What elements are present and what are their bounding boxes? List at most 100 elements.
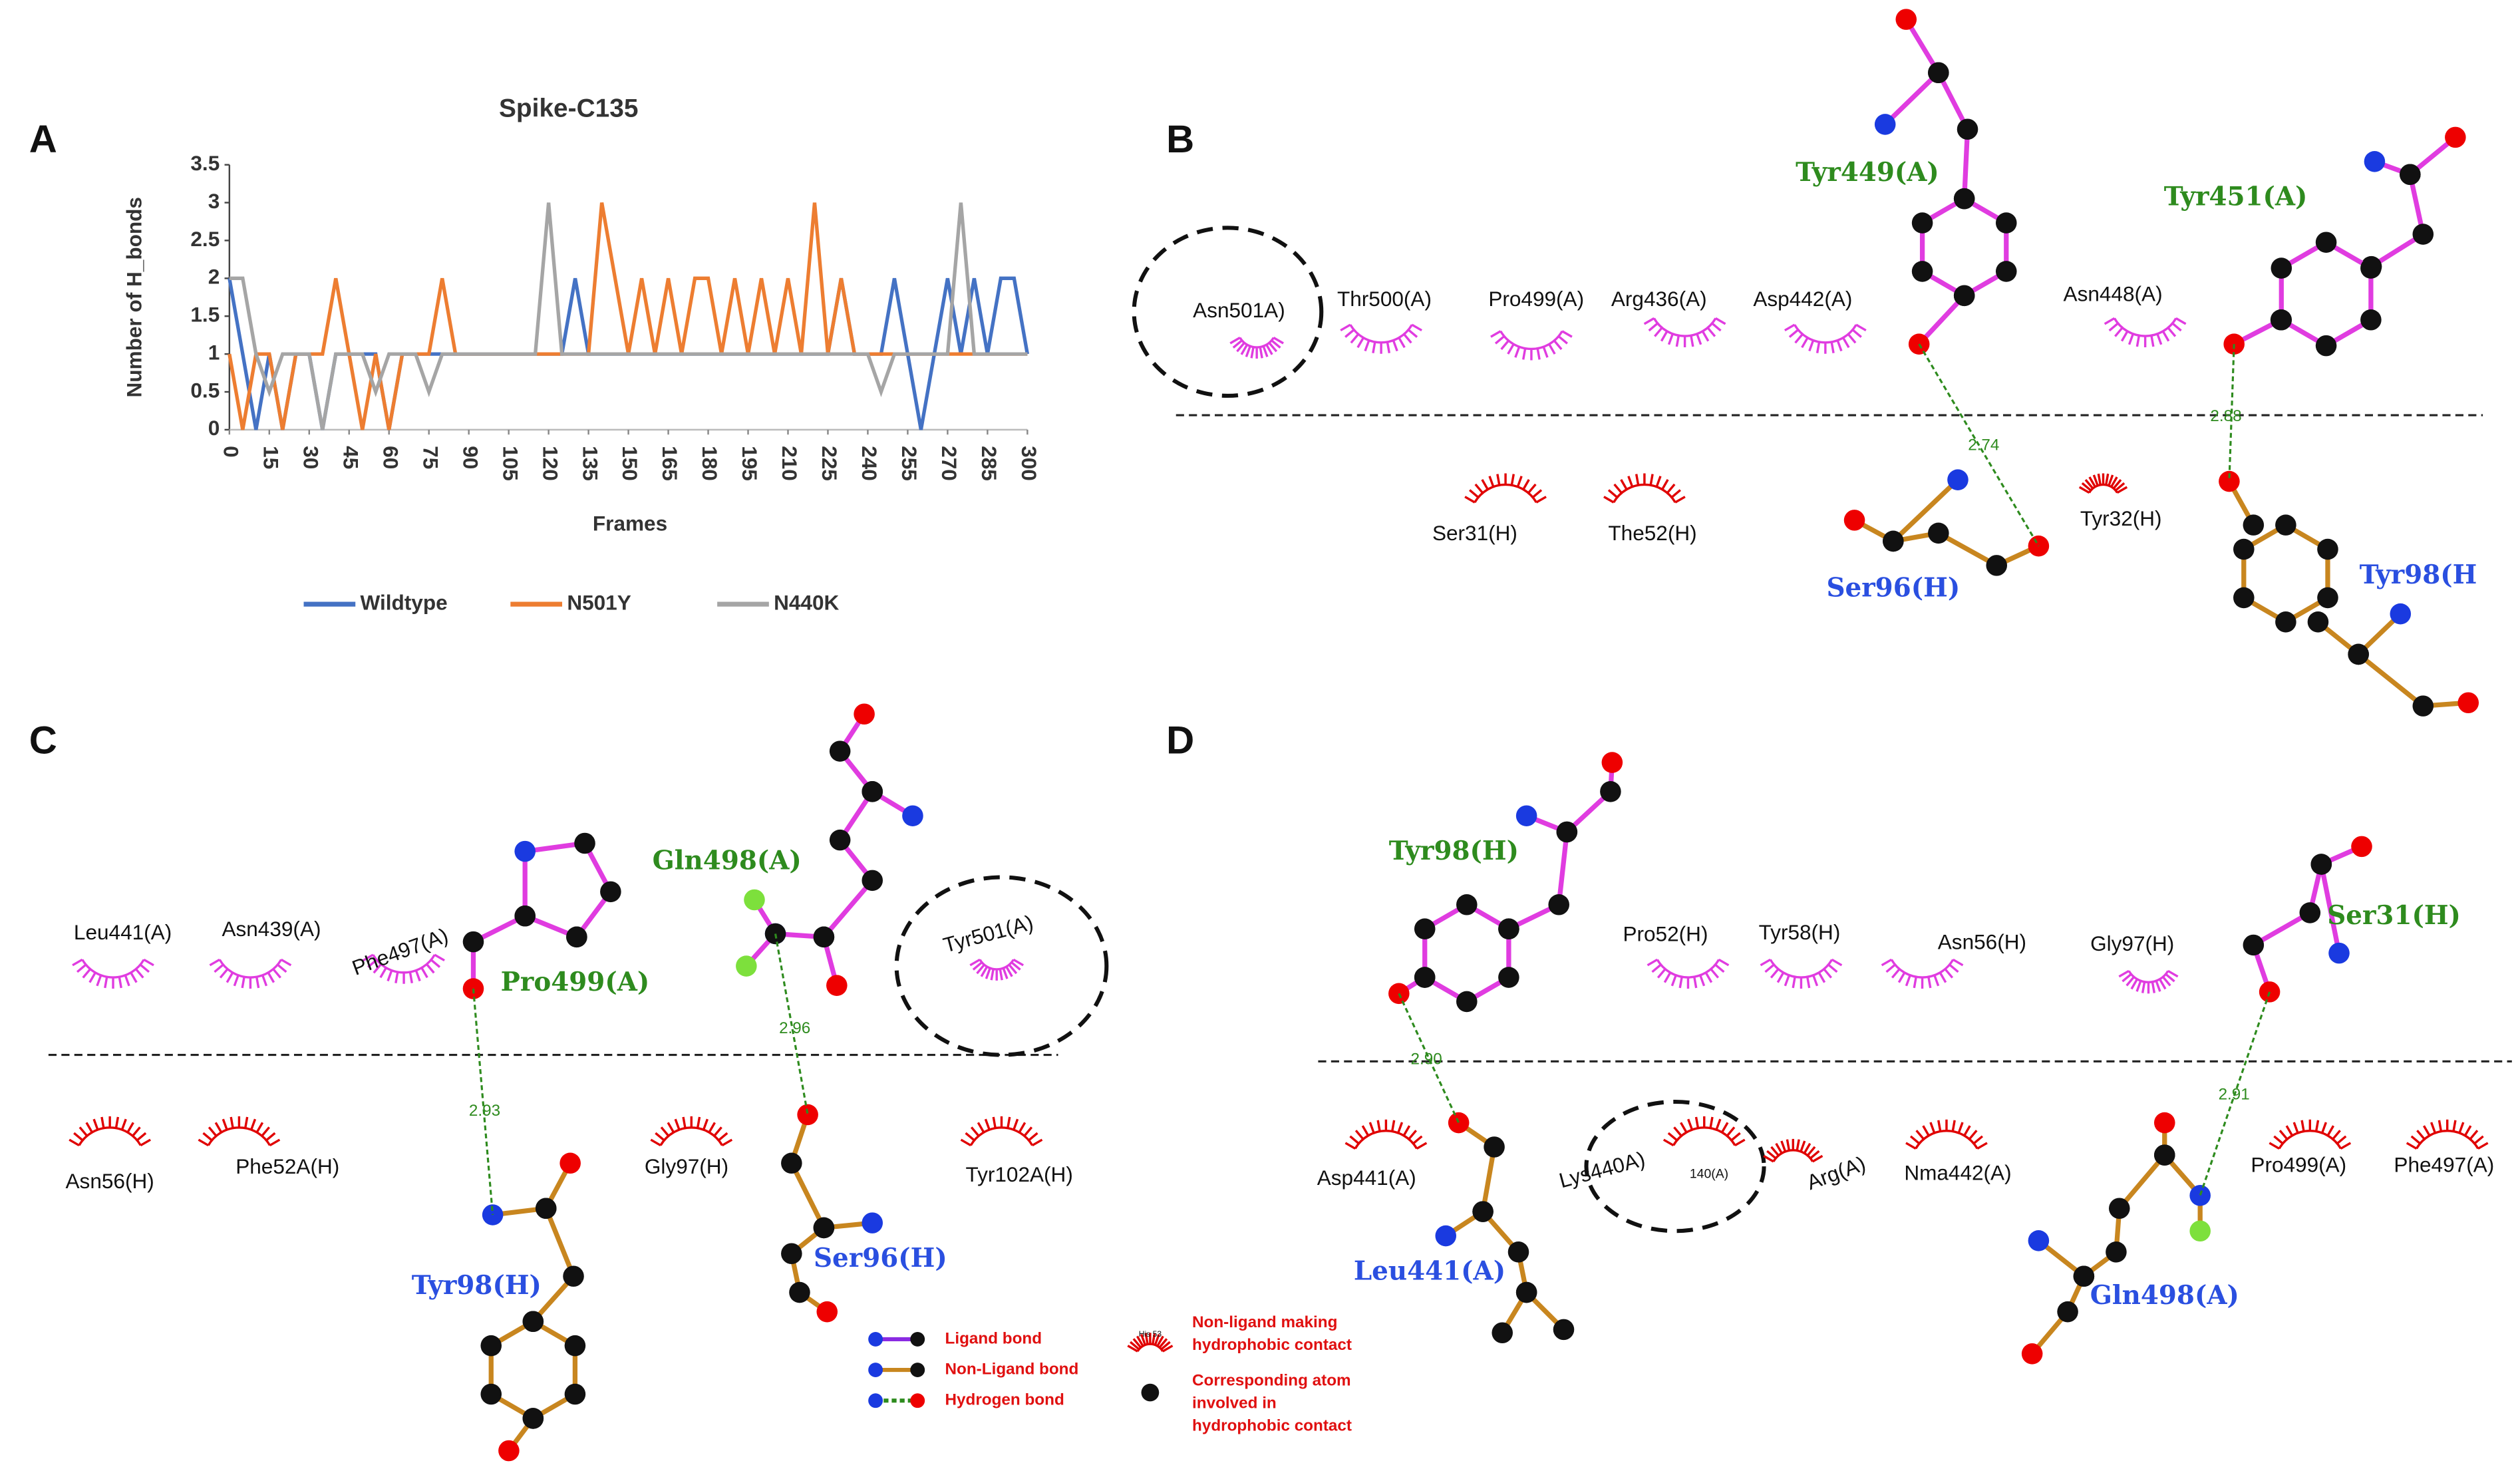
residue-label: Ser96(H)	[814, 1243, 947, 1273]
residue-label: Leu441(A)	[1354, 1256, 1505, 1286]
hydrophobic-contact	[1603, 473, 1686, 504]
atom	[1472, 1201, 1494, 1222]
atom	[514, 905, 536, 927]
atom	[2400, 164, 2421, 186]
atom	[2109, 1198, 2130, 1220]
bond	[1481, 1210, 1529, 1335]
residue-label: Arg(A)	[1804, 1151, 1869, 1194]
atom	[1995, 212, 2017, 234]
distance-label: 2.91	[2219, 1086, 2250, 1104]
hydrogen-bond	[2228, 344, 2235, 482]
residue-label: The52(H)	[1608, 521, 1696, 545]
residue-label: Tyr98(H)	[412, 1271, 542, 1301]
bond	[522, 840, 614, 939]
x-tick-label: 75	[418, 446, 442, 469]
atom	[2233, 538, 2255, 560]
hydrophobic-contact	[1905, 1119, 1988, 1150]
atom	[1895, 9, 1917, 30]
key-atom	[868, 1363, 883, 1378]
hydrogen-bond	[472, 988, 494, 1216]
residue-label: Ser31(H)	[2327, 901, 2461, 931]
atom	[736, 955, 757, 977]
atom	[2328, 942, 2350, 964]
x-tick-label: 150	[618, 446, 642, 481]
residue-label: Tyr451(A)	[2164, 182, 2308, 212]
x-tick-label: 225	[818, 446, 842, 481]
atom	[902, 805, 923, 827]
atom	[480, 1335, 502, 1357]
x-tick-label: 120	[538, 446, 562, 481]
residue-label: Nma442(A)	[1904, 1161, 2011, 1185]
bond	[2162, 1122, 2203, 1231]
panel-letter: C	[29, 719, 57, 762]
residue-label: Pro52(H)	[1623, 921, 1708, 945]
atom	[564, 1383, 586, 1405]
hydrophobic-contact	[1464, 473, 1547, 504]
x-tick-label: 165	[658, 446, 682, 481]
hydrophobic-contact	[650, 1116, 733, 1147]
residue-label: Asn56(H)	[1938, 929, 2026, 953]
residue-label: Tyr449(A)	[1796, 158, 1939, 188]
hydrophobic-contact	[1643, 317, 1726, 348]
atom	[1492, 1322, 1513, 1344]
atom	[2275, 514, 2296, 536]
atom	[2307, 611, 2329, 633]
residue-label: Asn56(H)	[66, 1169, 154, 1193]
residue-label: Arg436(A)	[1611, 287, 1707, 311]
atom	[2348, 643, 2369, 665]
atom	[816, 1301, 838, 1323]
y-tick-label: 1	[208, 340, 220, 364]
key-label: involved in	[1192, 1394, 1277, 1412]
atom	[2243, 514, 2265, 536]
atom	[1995, 261, 2017, 282]
x-tick-label: 210	[778, 446, 802, 481]
ring-bonds	[2241, 522, 2330, 625]
hydrophobic-contact	[1881, 958, 1964, 989]
atom	[514, 840, 536, 862]
ring-bonds	[1422, 901, 1511, 1005]
key-label: Corresponding atom	[1192, 1371, 1351, 1389]
x-tick-label: 255	[897, 446, 921, 481]
key-atom	[868, 1393, 883, 1408]
atom	[522, 1408, 544, 1429]
ring-bonds	[2279, 240, 2374, 349]
hydrophobic-contact	[1344, 1119, 1428, 1150]
atom	[462, 931, 484, 953]
atom	[498, 1440, 520, 1462]
atom	[2021, 1343, 2043, 1365]
key-label: Hydrogen bond	[945, 1391, 1064, 1409]
ring-bonds	[1919, 196, 2009, 299]
residue-label: Leu441(A)	[74, 920, 172, 944]
x-tick-label: 270	[937, 446, 961, 481]
residue-label: Tyr102A(H)	[966, 1162, 1073, 1186]
x-tick-label: 300	[1017, 446, 1041, 481]
atom	[2364, 151, 2386, 172]
bond	[492, 1162, 573, 1218]
atom	[2299, 902, 2321, 923]
atom	[1556, 821, 1578, 843]
atom	[566, 926, 587, 948]
residue-label: Tyr501(A)	[941, 910, 1036, 957]
key-atom	[868, 1332, 883, 1347]
atom	[2360, 257, 2382, 279]
atom	[2412, 224, 2434, 245]
hydrogen-bond	[774, 933, 809, 1115]
atom	[2243, 934, 2265, 956]
atom	[1498, 918, 1519, 939]
residue-label: 140(A)	[1690, 1166, 1728, 1181]
chart-title: Spike-C135	[499, 94, 638, 122]
key-label: hydrophobic contact	[1192, 1416, 1352, 1434]
distance-label: 2.93	[469, 1102, 500, 1120]
hydrophobic-contact	[960, 1116, 1043, 1147]
x-tick-label: 15	[259, 446, 283, 469]
x-tick-label: 180	[698, 446, 722, 481]
atom	[2317, 587, 2338, 609]
atom	[1435, 1225, 1457, 1247]
residue-label: Tyr58(H)	[1759, 920, 1841, 944]
atom	[1874, 114, 1896, 135]
key-example: His 53	[1139, 1329, 1162, 1339]
atom	[2275, 611, 2296, 633]
highlight-circle	[894, 875, 1109, 1057]
residue-label: Tyr32(H)	[2080, 506, 2162, 530]
